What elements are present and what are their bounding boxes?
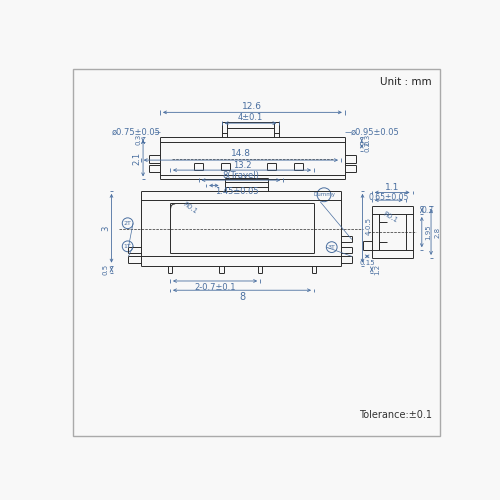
Text: 2.8: 2.8 [434,226,440,237]
Text: Unit : mm: Unit : mm [380,77,432,87]
Text: 0.3: 0.3 [136,134,141,145]
Text: 1.2: 1.2 [374,264,380,275]
Text: 13.2: 13.2 [233,161,252,170]
Text: 0.15: 0.15 [360,260,375,266]
Text: 1T: 1T [124,244,132,249]
Text: 0.5: 0.5 [102,264,108,275]
Text: 0.3: 0.3 [422,206,434,214]
Text: ø0.75±0.05: ø0.75±0.05 [112,128,160,137]
Text: 1.1: 1.1 [385,182,400,192]
Text: 4-0.5: 4-0.5 [366,217,372,235]
Text: 0.2: 0.2 [364,140,370,152]
Text: 12.6: 12.6 [242,102,262,110]
Text: 8(Travel): 8(Travel) [222,171,260,180]
Text: 1.95: 1.95 [425,224,431,240]
Text: Dummy: Dummy [313,192,335,197]
Text: 3: 3 [101,226,110,231]
Text: 0.65±0.05: 0.65±0.05 [368,192,409,202]
Text: 4±0.1: 4±0.1 [238,114,263,122]
Text: 2T: 2T [124,220,132,226]
Text: 1.45±0.05: 1.45±0.05 [215,187,259,196]
Text: 8: 8 [239,292,245,302]
FancyBboxPatch shape [73,69,440,436]
Text: ø0.95±0.05: ø0.95±0.05 [350,128,399,137]
Text: Tolerance:±0.1: Tolerance:±0.1 [359,410,432,420]
Text: R0.1: R0.1 [182,201,198,215]
Text: 2.1: 2.1 [132,152,141,164]
Text: 2-0.7±0.1: 2-0.7±0.1 [194,282,236,292]
Text: 0.3: 0.3 [364,134,370,145]
Text: R0.1: R0.1 [382,210,398,224]
Text: 14.8: 14.8 [231,150,251,158]
Text: 3T: 3T [328,244,336,250]
